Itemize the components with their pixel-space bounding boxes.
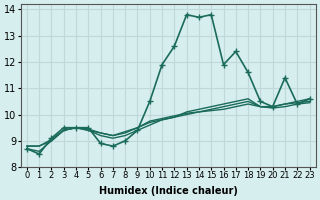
X-axis label: Humidex (Indice chaleur): Humidex (Indice chaleur) bbox=[99, 186, 238, 196]
